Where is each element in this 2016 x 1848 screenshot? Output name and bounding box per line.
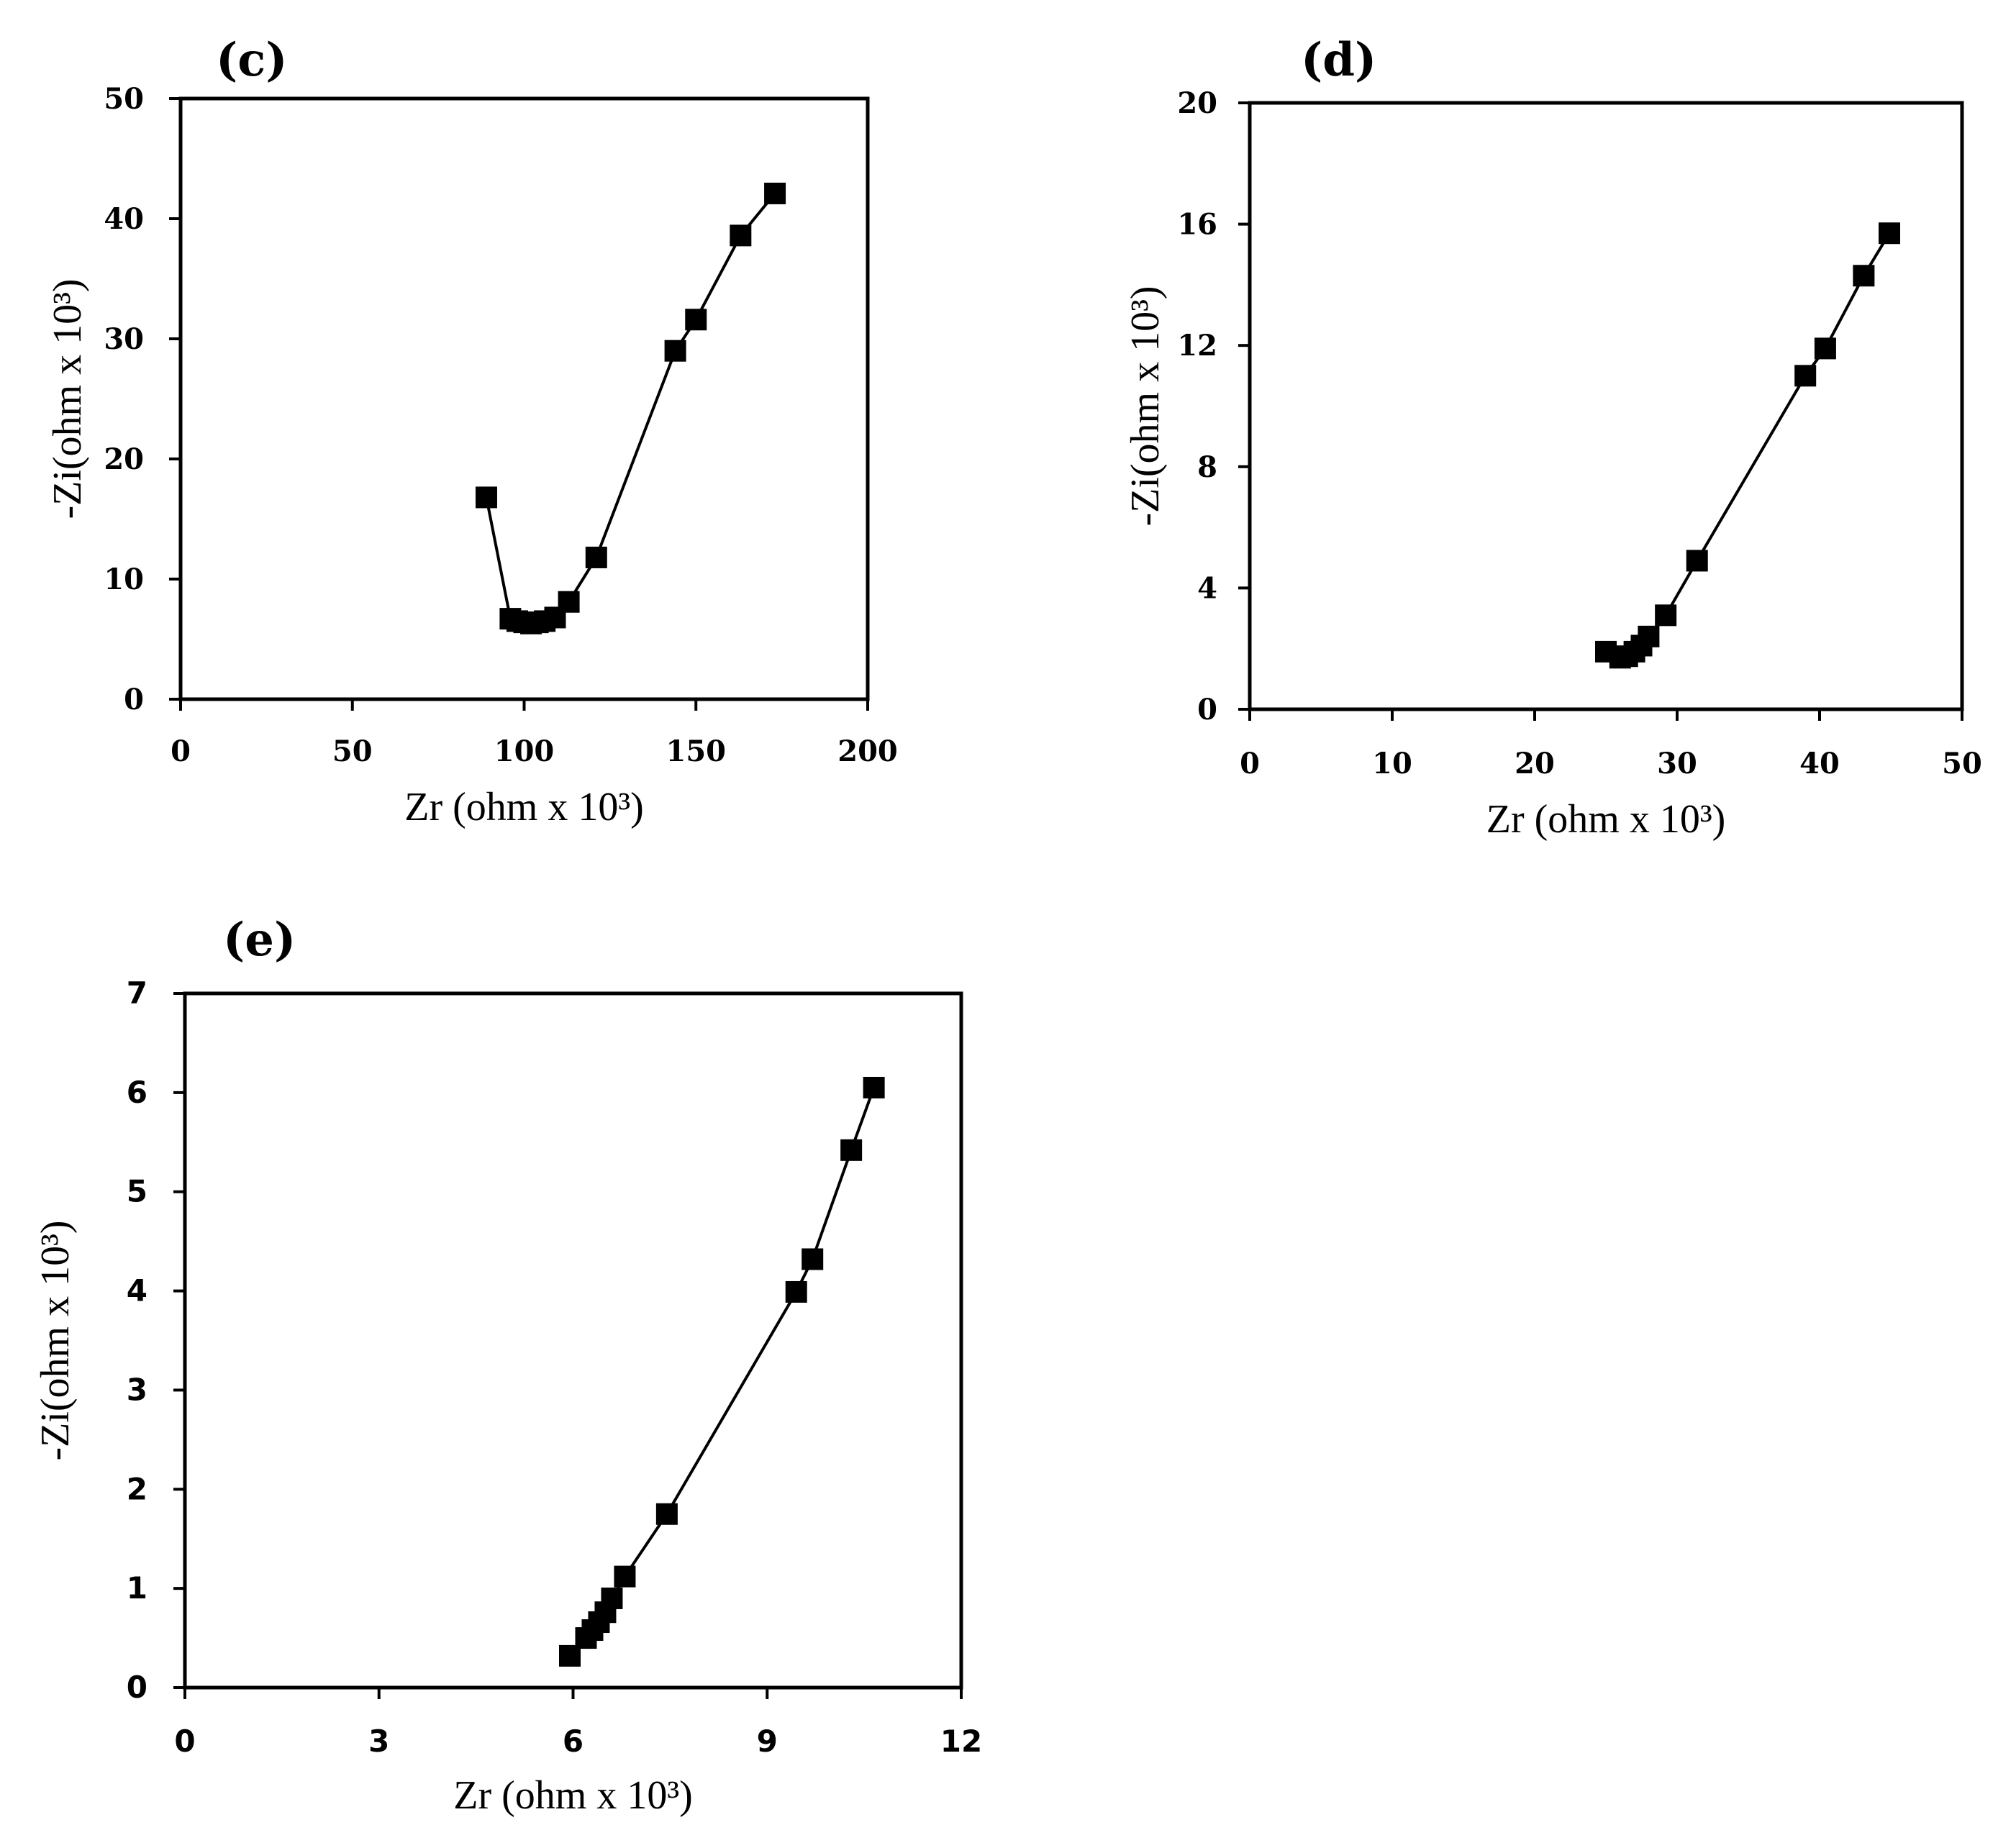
plot-frame bbox=[1248, 101, 1964, 711]
series-line bbox=[485, 192, 776, 625]
x-tick-label: 6 bbox=[563, 1724, 584, 1759]
y-tick-label: 2 bbox=[127, 1471, 147, 1506]
y-tick-label: 4 bbox=[1197, 571, 1217, 605]
x-tick-label: 50 bbox=[1942, 747, 1982, 780]
data-point bbox=[1814, 337, 1836, 360]
data-point bbox=[655, 1503, 678, 1525]
data-point bbox=[1794, 365, 1817, 387]
data-point bbox=[785, 1280, 807, 1303]
y-tick-label: 1 bbox=[127, 1570, 147, 1606]
y-tick-label: 5 bbox=[127, 1174, 147, 1209]
data-point bbox=[1655, 604, 1677, 627]
data-point bbox=[840, 1139, 863, 1161]
plot-frame bbox=[183, 991, 963, 1690]
y-axis-title: -Zi(ohm x 10³) bbox=[45, 278, 90, 519]
data-point bbox=[1879, 222, 1901, 245]
data-point bbox=[614, 1565, 636, 1588]
y-tick-label: 40 bbox=[104, 202, 144, 236]
series-line bbox=[1605, 232, 1891, 660]
x-axis-title: Zr (ohm x 10³) bbox=[1486, 797, 1726, 842]
x-tick-label: 20 bbox=[1515, 747, 1555, 780]
x-tick-label: 150 bbox=[666, 734, 727, 768]
data-point bbox=[601, 1587, 623, 1609]
data-point bbox=[802, 1248, 824, 1270]
y-tick-label: 20 bbox=[1177, 86, 1217, 120]
data-point bbox=[685, 309, 707, 331]
y-tick-label: 50 bbox=[104, 82, 144, 116]
y-axis-title: -Zi(ohm x 10³) bbox=[1123, 286, 1168, 526]
y-tick-label: 20 bbox=[104, 442, 144, 476]
x-tick-label: 3 bbox=[368, 1724, 389, 1759]
y-tick-label: 0 bbox=[1197, 693, 1217, 727]
data-point bbox=[863, 1076, 885, 1098]
chart-panel-2: (d) 0 10 20 30 40 50 0 4 8 12 16 20 Zr (ohm x 10³) -Zi… bbox=[1123, 33, 1982, 842]
y-tick-label: 6 bbox=[127, 1075, 147, 1110]
data-point bbox=[730, 224, 752, 247]
y-tick-label: 30 bbox=[104, 322, 144, 356]
chart-panel-1: (c) 0 50 100 150 200 0 10 20 30 40 50 Zr (ohm x 10³)… bbox=[45, 33, 898, 829]
y-tick-label: 10 bbox=[104, 563, 144, 596]
y-tick-label: 4 bbox=[127, 1273, 147, 1308]
y-tick-label: 12 bbox=[1177, 329, 1217, 363]
x-tick-label: 9 bbox=[757, 1724, 778, 1759]
data-point bbox=[475, 486, 497, 509]
data-point bbox=[1638, 625, 1660, 647]
x-tick-label: 50 bbox=[332, 734, 373, 768]
x-tick-label: 12 bbox=[940, 1724, 982, 1759]
data-point bbox=[1686, 550, 1708, 572]
x-tick-label: 30 bbox=[1657, 747, 1697, 780]
data-point bbox=[664, 340, 686, 362]
panel-label: (d) bbox=[1301, 33, 1376, 87]
y-tick-label: 0 bbox=[127, 1670, 147, 1705]
data-point bbox=[558, 591, 580, 613]
x-axis-title: Zr (ohm x 10³) bbox=[453, 1773, 693, 1818]
data-point bbox=[585, 546, 607, 568]
x-tick-label: 0 bbox=[174, 1724, 195, 1759]
x-tick-label: 40 bbox=[1799, 747, 1840, 780]
x-axis-title: Zr (ohm x 10³) bbox=[404, 785, 644, 829]
y-tick-label: 7 bbox=[127, 975, 147, 1011]
y-tick-label: 0 bbox=[124, 683, 144, 716]
x-tick-label: 0 bbox=[171, 734, 191, 768]
y-axis-title: -Zi(ohm x 10³) bbox=[33, 1220, 78, 1460]
data-point bbox=[1853, 265, 1875, 287]
x-tick-label: 10 bbox=[1372, 747, 1412, 780]
y-tick-label: 3 bbox=[127, 1372, 147, 1407]
y-tick-label: 16 bbox=[1177, 208, 1217, 242]
panel-label: (c) bbox=[216, 33, 288, 87]
y-tick-label: 8 bbox=[1197, 450, 1217, 484]
panel-label: (e) bbox=[223, 913, 296, 967]
x-tick-label: 100 bbox=[494, 734, 555, 768]
x-tick-label: 200 bbox=[837, 734, 898, 768]
data-point bbox=[764, 182, 786, 204]
x-tick-label: 0 bbox=[1240, 747, 1260, 780]
